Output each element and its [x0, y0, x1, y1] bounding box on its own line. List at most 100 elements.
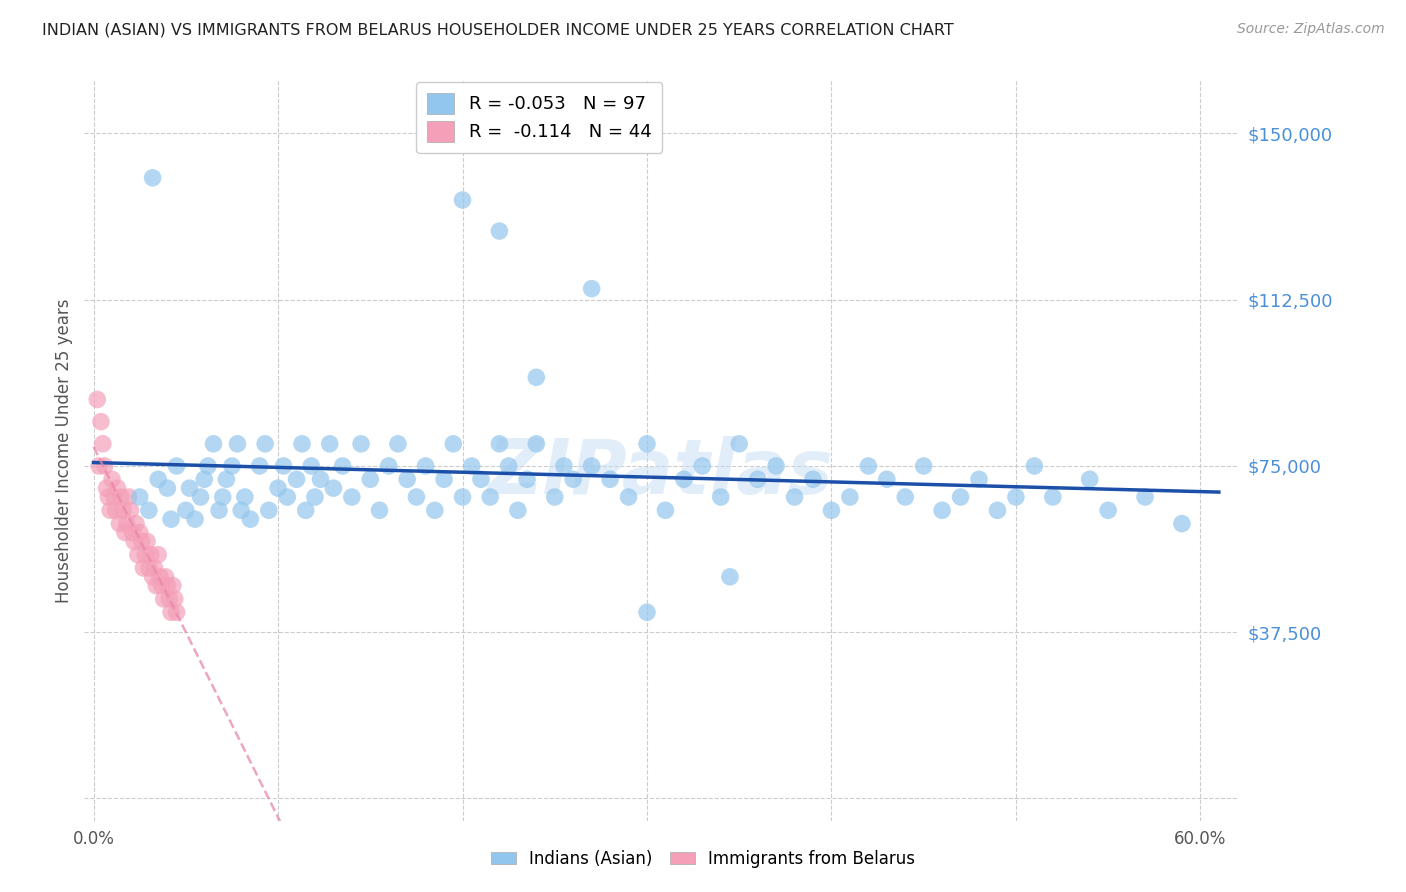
Point	[215, 472, 238, 486]
Point	[838, 490, 860, 504]
Point	[912, 458, 935, 473]
Point	[152, 591, 174, 606]
Point	[441, 437, 464, 451]
Y-axis label: Householder Income Under 25 years: Householder Income Under 25 years	[55, 298, 73, 603]
Point	[145, 579, 167, 593]
Point	[249, 458, 271, 473]
Point	[86, 392, 108, 407]
Point	[146, 472, 169, 486]
Point	[516, 472, 538, 486]
Point	[139, 548, 162, 562]
Point	[239, 512, 262, 526]
Point	[1133, 490, 1156, 504]
Point	[728, 437, 751, 451]
Point	[112, 503, 135, 517]
Point	[276, 490, 298, 504]
Point	[451, 490, 474, 504]
Point	[174, 503, 197, 517]
Point	[451, 193, 474, 207]
Point	[162, 579, 184, 593]
Point	[894, 490, 917, 504]
Point	[1097, 503, 1119, 517]
Point	[132, 561, 155, 575]
Point	[128, 490, 150, 504]
Point	[322, 481, 344, 495]
Point	[267, 481, 290, 495]
Point	[254, 437, 277, 451]
Point	[138, 503, 160, 517]
Point	[90, 415, 112, 429]
Point	[294, 503, 316, 517]
Point	[134, 548, 156, 562]
Point	[157, 591, 180, 606]
Point	[136, 534, 159, 549]
Point	[114, 525, 136, 540]
Point	[350, 437, 373, 451]
Point	[231, 503, 253, 517]
Point	[184, 512, 207, 526]
Point	[1078, 472, 1101, 486]
Point	[405, 490, 427, 504]
Point	[160, 605, 183, 619]
Point	[581, 282, 603, 296]
Point	[544, 490, 567, 504]
Point	[125, 516, 148, 531]
Point	[107, 481, 129, 495]
Point	[479, 490, 502, 504]
Point	[193, 472, 215, 486]
Point	[820, 503, 842, 517]
Point	[273, 458, 295, 473]
Point	[470, 472, 492, 486]
Point	[581, 458, 603, 473]
Point	[498, 458, 520, 473]
Point	[156, 481, 179, 495]
Point	[122, 534, 145, 549]
Point	[156, 579, 179, 593]
Legend: R = -0.053   N = 97, R =  -0.114   N = 44: R = -0.053 N = 97, R = -0.114 N = 44	[416, 82, 662, 153]
Point	[599, 472, 621, 486]
Point	[524, 437, 547, 451]
Point	[387, 437, 409, 451]
Point	[91, 437, 114, 451]
Point	[1024, 458, 1046, 473]
Point	[783, 490, 806, 504]
Point	[931, 503, 953, 517]
Point	[309, 472, 332, 486]
Point	[202, 437, 225, 451]
Point	[190, 490, 212, 504]
Point	[108, 516, 131, 531]
Point	[488, 437, 510, 451]
Point	[103, 490, 125, 504]
Point	[299, 458, 322, 473]
Point	[949, 490, 972, 504]
Legend: Indians (Asian), Immigrants from Belarus: Indians (Asian), Immigrants from Belarus	[485, 844, 921, 875]
Point	[318, 437, 340, 451]
Point	[396, 472, 419, 486]
Point	[142, 570, 165, 584]
Point	[211, 490, 233, 504]
Point	[143, 561, 166, 575]
Point	[197, 458, 219, 473]
Point	[654, 503, 676, 517]
Point	[765, 458, 787, 473]
Point	[1042, 490, 1064, 504]
Point	[87, 458, 110, 473]
Point	[415, 458, 437, 473]
Point	[617, 490, 640, 504]
Point	[291, 437, 314, 451]
Point	[117, 490, 139, 504]
Point	[377, 458, 399, 473]
Point	[359, 472, 381, 486]
Point	[332, 458, 354, 473]
Point	[710, 490, 733, 504]
Point	[93, 458, 115, 473]
Point	[155, 570, 177, 584]
Point	[562, 472, 585, 486]
Point	[163, 591, 186, 606]
Point	[121, 525, 143, 540]
Point	[120, 503, 142, 517]
Point	[149, 570, 172, 584]
Point	[150, 579, 173, 593]
Point	[488, 224, 510, 238]
Point	[461, 458, 484, 473]
